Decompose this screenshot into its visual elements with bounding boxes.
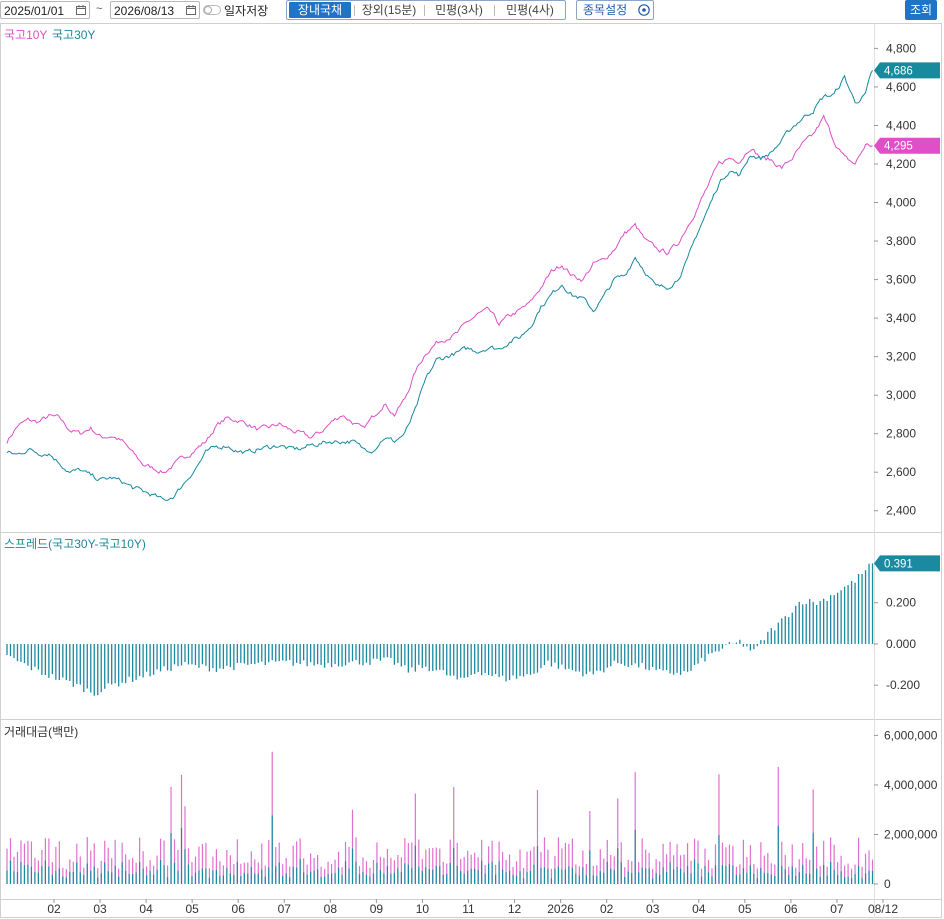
y-tick-label: 4,200 [886, 157, 916, 171]
gear-icon [638, 4, 650, 16]
x-tick-label: 03 [93, 902, 107, 916]
y-tick-label: 3,800 [886, 234, 916, 248]
tab-divider [354, 5, 355, 16]
x-tick-label: 11 [462, 902, 475, 916]
item-settings-label: 종목설정 [583, 3, 628, 17]
x-tick-label: 05 [185, 902, 199, 916]
last-value-tag [874, 62, 940, 79]
y-tick-label: 3,400 [886, 311, 916, 325]
last-value-label: 4,686 [884, 65, 913, 77]
end-date-input[interactable]: 2026/08/13 [110, 1, 200, 19]
y-tick-label: 2,800 [886, 427, 916, 441]
x-tick-label: 10 [416, 902, 430, 916]
y-tick-label: 0.200 [886, 596, 916, 610]
item-settings-button[interactable]: 종목설정 [576, 0, 654, 20]
volume-chart [6, 751, 874, 884]
date-range-separator: ~ [96, 3, 103, 15]
toolbar: 2025/01/01 ~ 2026/08/13 일자저장 장내국채 장외(15분… [0, 0, 944, 22]
last-value-label: 4,295 [884, 141, 913, 153]
y-tick-label: 4,400 [886, 118, 916, 132]
save-daily-toggle[interactable] [203, 5, 221, 15]
panel-frame [0, 23, 942, 918]
x-tick-label: 12 [508, 902, 522, 916]
calendar-icon[interactable] [186, 5, 196, 15]
start-date-input[interactable]: 2025/01/01 [0, 1, 90, 19]
y-tick-label: 3,200 [886, 350, 916, 364]
y-tick-label: 6,000,000 [884, 728, 938, 742]
spread-panel-title: 스프레드(국고30Y-국고10Y) [4, 537, 146, 551]
x-tick-label: 02 [600, 902, 614, 916]
x-tick-label: 08/12 [868, 902, 898, 916]
start-date-value: 2025/01/01 [4, 4, 65, 18]
line-10y [6, 114, 873, 475]
last-value-label: 0.391 [884, 558, 913, 570]
x-tick-label: 08 [324, 902, 338, 916]
tab-evaluation-3[interactable]: 민평(3사) [435, 3, 483, 17]
y-tick-label: 3,000 [886, 388, 916, 402]
y-tick-label: 2,600 [886, 465, 916, 479]
legend-10y: 국고10Y [4, 28, 48, 42]
y-tick-label: 3,600 [886, 273, 916, 287]
tab-otc-15min[interactable]: 장외(15분) [361, 3, 417, 17]
last-value-tag [874, 555, 940, 572]
end-date-value: 2026/08/13 [114, 4, 175, 18]
last-value-tag [874, 137, 940, 154]
x-tick-label: 04 [139, 902, 153, 916]
legend-30y: 국고30Y [52, 28, 96, 42]
tab-exchange-ktb[interactable]: 장내국채 [289, 2, 351, 18]
x-tick-label: 09 [370, 902, 384, 916]
x-tick-label: 07 [830, 902, 844, 916]
x-tick-label: 04 [692, 902, 706, 916]
calendar-icon[interactable] [76, 5, 86, 15]
x-tick-label: 06 [784, 902, 798, 916]
line-30y [6, 70, 873, 501]
tab-divider [424, 5, 425, 16]
x-tick-label: 02 [47, 902, 61, 916]
y-tick-label: 2,000,000 [884, 827, 938, 841]
y-tick-label: 0 [884, 877, 891, 891]
tab-evaluation-4[interactable]: 민평(4사) [506, 3, 554, 17]
y-tick-label: 4,000 [886, 196, 916, 210]
outer-frame [0, 23, 942, 918]
volume-panel-title: 거래대금(백만) [4, 725, 79, 739]
y-tick-label: 4,800 [886, 41, 916, 55]
x-tick-label: 07 [278, 902, 292, 916]
y-tick-label: 4,000,000 [884, 778, 938, 792]
axis-labels: 2,400 2,600 2,800 3,000 3,200 3,400 3,600 3,800… [47, 41, 937, 916]
y-tick-label: 4,600 [886, 80, 916, 94]
x-tick-label: 06 [232, 902, 246, 916]
market-tab-group: 장내국채 장외(15분) 민평(3사) 민평(4사) [286, 0, 566, 20]
x-tick-label: 05 [738, 902, 752, 916]
x-tick-label: 03 [646, 902, 660, 916]
price-chart: 4,295 4,686 [6, 62, 940, 501]
save-daily-label: 일자저장 [224, 4, 269, 18]
y-tick-label: 0.000 [886, 637, 916, 651]
x-tick-label: 2026 [547, 902, 574, 916]
toggle-knob [204, 6, 212, 14]
y-tick-label: 2,400 [886, 504, 916, 518]
spread-chart: 0.391 [6, 555, 940, 696]
search-button[interactable]: 조회 [905, 0, 937, 20]
tab-divider [494, 5, 495, 16]
y-tick-label: -0.200 [886, 678, 920, 692]
